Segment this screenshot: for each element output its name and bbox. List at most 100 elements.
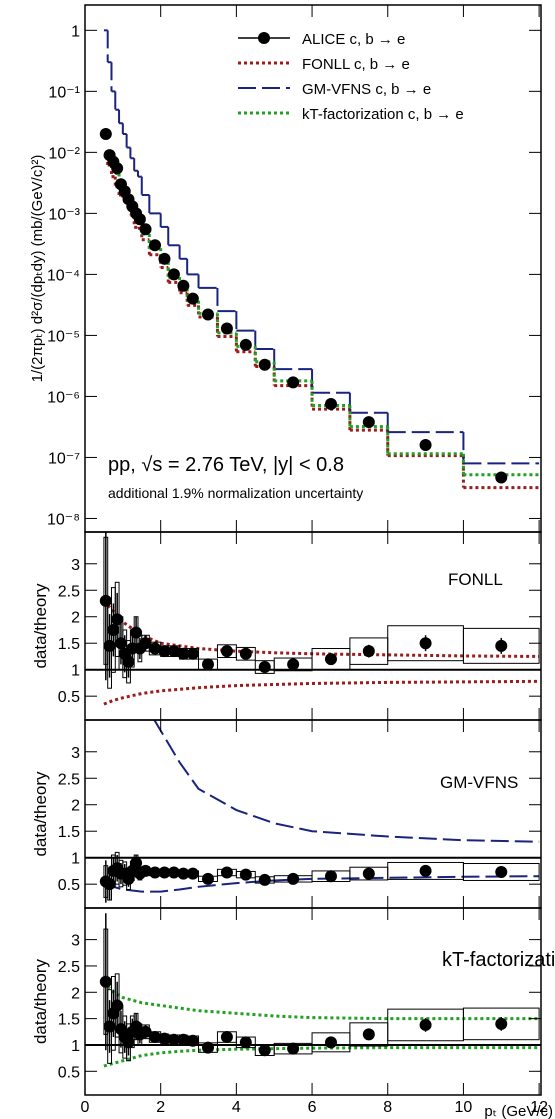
plot-area <box>99 29 540 490</box>
data-point <box>139 223 152 236</box>
data-point <box>149 239 162 252</box>
theory-band-edge <box>103 1046 540 1068</box>
data-point <box>130 856 143 869</box>
data-point <box>103 1020 116 1033</box>
data-point <box>167 1033 180 1046</box>
data-point <box>201 308 214 321</box>
data-point <box>167 866 180 879</box>
data-point <box>186 647 199 660</box>
data-point <box>186 1034 199 1047</box>
data-point <box>495 865 508 878</box>
panel-title: kT-factorization <box>442 949 555 971</box>
data-point <box>362 1028 375 1041</box>
y-tick-label: 2 <box>71 610 80 627</box>
data-point <box>133 213 146 226</box>
legend-label: GM-VFNS c, b → e <box>302 81 431 98</box>
data-point <box>186 292 199 305</box>
data-point <box>158 866 171 879</box>
y-tick-label: 3 <box>71 933 80 950</box>
annotation: additional 1.9% normalization uncertaint… <box>108 485 363 501</box>
plot-area <box>85 720 541 903</box>
data-point <box>201 1041 214 1054</box>
y-tick-label: 2.5 <box>58 583 80 600</box>
y-tick-label: 0.5 <box>58 877 80 894</box>
y-tick-label: 10⁻⁸ <box>47 511 80 528</box>
data-point <box>258 661 271 674</box>
data-point <box>201 658 214 671</box>
y-tick-label: 10⁻⁷ <box>48 450 80 467</box>
data-point <box>495 471 508 484</box>
data-point <box>99 975 112 988</box>
data-point <box>220 645 233 658</box>
y-tick-label: 0.5 <box>58 689 80 706</box>
data-point <box>139 1025 152 1038</box>
y-tick-label: 0.5 <box>58 1064 80 1081</box>
data-point <box>149 866 162 879</box>
data-point <box>177 647 190 660</box>
legend-label: kT-factorization c, b → e <box>302 106 464 123</box>
data-point <box>149 642 162 655</box>
frame <box>84 719 542 909</box>
sys-box <box>462 627 540 664</box>
data-point <box>149 1031 162 1044</box>
data-point <box>158 1032 171 1045</box>
panel-title: GM-VFNS <box>440 773 518 792</box>
data-point <box>177 1033 190 1046</box>
data-point <box>139 637 152 650</box>
y-tick-label: 10⁻⁵ <box>47 328 80 345</box>
y-axis-label: data/theory <box>31 958 50 1044</box>
theory-band-edge <box>153 720 540 843</box>
data-point <box>287 376 300 389</box>
y-tick-label: 1.5 <box>58 1012 80 1029</box>
data-point <box>220 1031 233 1044</box>
theory-band-edge <box>102 980 540 1021</box>
panel-title: FONLL <box>448 570 503 589</box>
x-axis-label: pₜ (GeV/c) <box>484 1103 553 1119</box>
data-point <box>419 637 432 650</box>
x-tick-label: 12 <box>530 1099 548 1116</box>
data-point <box>186 867 199 880</box>
data-point <box>419 864 432 877</box>
y-tick-label: 10⁻⁴ <box>47 267 80 284</box>
data-point <box>324 870 337 883</box>
data-point <box>287 1042 300 1055</box>
data-point <box>220 322 233 335</box>
data-point <box>287 658 300 671</box>
data-point <box>419 1018 432 1031</box>
frame <box>84 907 542 1096</box>
data-point <box>99 594 112 607</box>
sys-box <box>462 1007 540 1041</box>
data-point <box>324 398 337 411</box>
data-point <box>258 358 271 371</box>
legend-label: FONLL c, b → e <box>302 56 410 73</box>
y-tick-label: 1 <box>71 1038 80 1055</box>
x-tick-label: 0 <box>81 1099 90 1116</box>
plot-area <box>85 913 541 1068</box>
data-point <box>419 438 432 451</box>
data-point <box>287 872 300 885</box>
data-point <box>201 872 214 885</box>
y-tick-label: 3 <box>71 745 80 762</box>
y-axis-label: data/theory <box>31 771 50 857</box>
y-tick-label: 10⁻¹ <box>48 84 80 101</box>
frame <box>84 531 542 721</box>
y-tick-label: 1 <box>71 663 80 680</box>
data-point <box>111 162 124 175</box>
theory-band-edge <box>103 875 540 893</box>
data-point <box>130 626 143 639</box>
x-tick-label: 10 <box>455 1099 473 1116</box>
data-point <box>167 268 180 281</box>
y-tick-label: 1.5 <box>58 824 80 841</box>
data-point <box>258 873 271 886</box>
data-point <box>167 645 180 658</box>
data-point <box>177 279 190 292</box>
x-tick-label: 8 <box>383 1099 392 1116</box>
data-point <box>103 639 116 652</box>
data-point <box>495 639 508 652</box>
data-point <box>239 1036 252 1049</box>
sys-box <box>462 863 540 881</box>
sys-box <box>235 646 256 661</box>
data-point <box>122 655 135 668</box>
data-point <box>239 868 252 881</box>
